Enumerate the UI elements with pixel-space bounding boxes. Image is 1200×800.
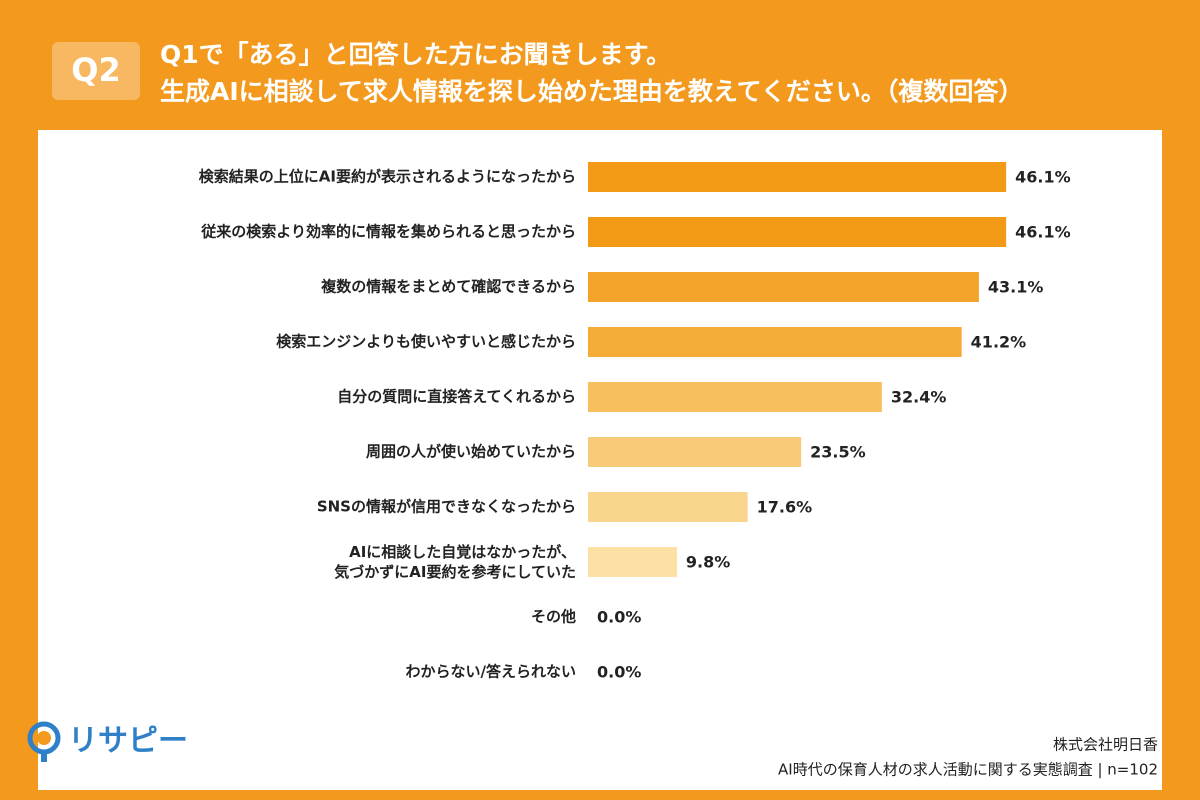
bar bbox=[588, 547, 677, 577]
logo-text: リサピー bbox=[68, 724, 188, 759]
category-label: 検索結果の上位にAI要約が表示されるようになったから bbox=[199, 168, 576, 186]
badge: Q2 bbox=[71, 51, 120, 89]
value-label: 0.0% bbox=[597, 608, 641, 627]
category-label: AIに相談した自覚はなかったが、気づかずにAI要約を参考にしていた bbox=[334, 543, 576, 581]
value-label: 0.0% bbox=[597, 663, 641, 682]
category-label: 複数の情報をまとめて確認できるから bbox=[320, 278, 576, 296]
value-label: 32.4% bbox=[891, 388, 947, 407]
bar bbox=[588, 492, 748, 522]
bar bbox=[588, 437, 802, 467]
value-label: 9.8% bbox=[686, 553, 730, 572]
value-label: 46.1% bbox=[1015, 168, 1071, 187]
company: 株式会社明日香 bbox=[1053, 736, 1158, 754]
logo-icon bbox=[27, 721, 61, 762]
survey-note: AI時代の保育人材の求人活動に関する実態調査 | n=102 bbox=[778, 761, 1158, 779]
title: Q1で「ある」と回答した方にお聞きします。 bbox=[160, 40, 671, 69]
subtitle: 生成AIに相談して求人情報を探し始めた理由を教えてください。（複数回答） bbox=[160, 77, 1023, 106]
category-label: 周囲の人が使い始めていたから bbox=[366, 443, 576, 461]
value-label: 17.6% bbox=[757, 498, 813, 517]
bar bbox=[588, 217, 1007, 247]
category-label: 検索エンジンよりも使いやすいと感じたから bbox=[276, 333, 576, 351]
value-label: 41.2% bbox=[971, 333, 1027, 352]
value-label: 43.1% bbox=[988, 278, 1044, 297]
category-label: 自分の質問に直接答えてくれるから bbox=[337, 388, 576, 406]
bar bbox=[588, 162, 1007, 192]
category-label: わからない/答えられない bbox=[406, 663, 576, 681]
value-label: 46.1% bbox=[1015, 223, 1071, 242]
bar bbox=[588, 272, 979, 302]
category-label: その他 bbox=[531, 608, 576, 626]
bar bbox=[588, 327, 962, 357]
bar bbox=[588, 382, 882, 412]
badge-box bbox=[52, 42, 140, 100]
value-label: 23.5% bbox=[810, 443, 866, 462]
category-label: 従来の検索より効率的に情報を集められると思ったから bbox=[200, 223, 576, 241]
category-label: SNSの情報が信用できなくなったから bbox=[317, 498, 576, 516]
